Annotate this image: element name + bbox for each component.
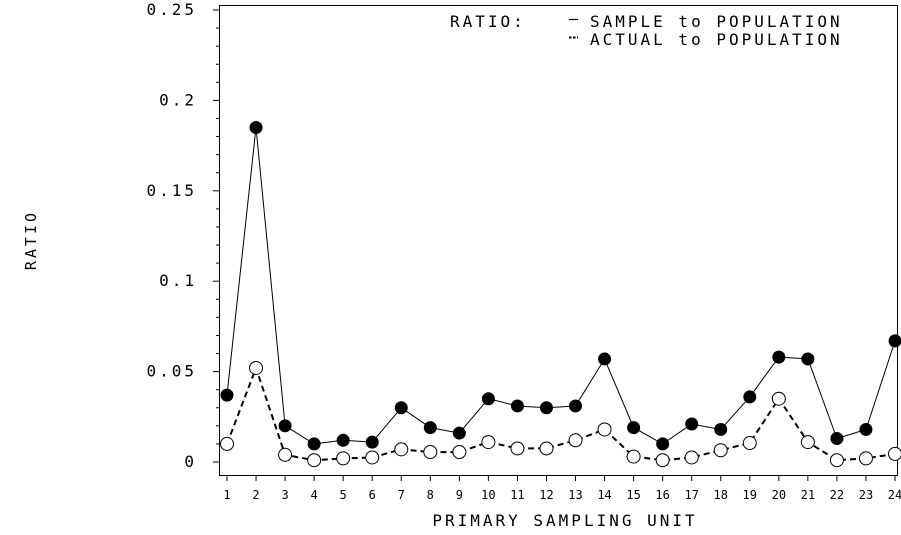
y-ticks: 0 0.05 0.1 0.15 0.2 0.25 [146, 0, 220, 471]
data-point-sample [394, 401, 408, 415]
x-ticks: 1 2 3 4 5 6 7 8 9 10 11 12 13 14 15 16 17 18 19 20 21 22 23 24 [223, 475, 901, 502]
data-point-actual [858, 451, 873, 466]
data-point-actual [394, 442, 409, 457]
x-tick-label: 6 [369, 488, 376, 502]
x-tick-label: 8 [427, 488, 434, 502]
data-point-sample [539, 401, 553, 415]
x-tick-label: 22 [830, 488, 844, 502]
x-tick-label: 12 [539, 488, 553, 502]
series-layer [220, 121, 901, 468]
data-point-sample [510, 399, 524, 413]
x-tick-label: 11 [510, 488, 524, 502]
data-point-actual [888, 446, 901, 461]
x-tick-label: 17 [684, 488, 698, 502]
legend-entry-sample: SAMPLE to POPULATION [590, 12, 843, 31]
data-point-sample [278, 419, 292, 433]
data-point-sample [423, 421, 437, 435]
x-tick-label: 1 [223, 488, 230, 502]
data-point-actual [800, 435, 815, 450]
data-point-sample [627, 421, 641, 435]
data-point-actual [829, 453, 844, 468]
data-point-actual [597, 422, 612, 437]
data-point-sample [336, 433, 350, 447]
data-point-actual [568, 433, 583, 448]
data-point-sample [249, 121, 263, 135]
data-point-sample [743, 390, 757, 404]
data-point-sample [481, 392, 495, 406]
x-tick-label: 13 [568, 488, 582, 502]
data-point-actual [771, 391, 786, 406]
legend-title: RATIO: [450, 12, 526, 31]
data-point-sample [801, 352, 815, 366]
data-point-actual [278, 447, 293, 462]
data-point-sample [598, 352, 612, 366]
x-tick-label: 19 [743, 488, 757, 502]
x-tick-label: 24 [888, 488, 901, 502]
x-tick-label: 10 [481, 488, 495, 502]
x-tick-label: 5 [340, 488, 347, 502]
series-line-actual [226, 365, 896, 462]
x-tick-label: 3 [281, 488, 288, 502]
data-point-sample [307, 437, 321, 451]
x-tick-label: 23 [859, 488, 873, 502]
data-point-sample [569, 399, 583, 413]
data-point-actual [365, 450, 380, 465]
y-tick-label: 0.25 [146, 0, 197, 19]
data-point-sample [888, 334, 901, 348]
x-tick-label: 14 [597, 488, 611, 502]
data-point-actual [249, 360, 264, 375]
data-point-sample [859, 422, 873, 436]
x-tick-label: 7 [398, 488, 405, 502]
y-tick-label: 0.05 [146, 362, 197, 381]
data-point-actual [655, 453, 670, 468]
series-line-sample [226, 127, 896, 445]
data-point-actual [510, 441, 525, 456]
data-point-sample [220, 388, 234, 402]
y-tick-label: 0.2 [159, 90, 197, 109]
data-point-actual [742, 436, 757, 451]
data-point-sample [656, 437, 670, 451]
data-point-sample [830, 431, 844, 445]
y-tick-label: 0.1 [159, 271, 197, 290]
data-point-actual [481, 435, 496, 450]
data-point-actual [452, 445, 467, 460]
y-tick-label: 0 [184, 452, 197, 471]
data-point-sample [452, 426, 466, 440]
x-tick-label: 15 [626, 488, 640, 502]
x-tick-label: 16 [655, 488, 669, 502]
data-point-sample [365, 435, 379, 449]
data-point-actual [626, 449, 641, 464]
legend-entry-actual: ACTUAL to POPULATION [590, 30, 843, 49]
x-tick-label: 20 [772, 488, 786, 502]
data-point-actual [336, 451, 351, 466]
data-point-sample [714, 422, 728, 436]
y-tick-label: 0.15 [146, 181, 197, 200]
data-point-actual [220, 436, 234, 451]
data-point-actual [539, 441, 554, 456]
data-point-actual [423, 445, 438, 460]
x-axis-label: PRIMARY SAMPLING UNIT [432, 511, 697, 530]
y-axis-label: RATIO [22, 210, 40, 270]
legend: RATIO: SAMPLE to POPULATION ACTUAL to PO… [450, 12, 843, 49]
x-tick-label: 4 [311, 488, 318, 502]
x-tick-label: 2 [252, 488, 259, 502]
data-point-actual [713, 443, 728, 458]
x-tick-label: 18 [714, 488, 728, 502]
data-point-actual [307, 453, 322, 468]
data-point-sample [685, 417, 699, 431]
x-tick-label: 9 [456, 488, 463, 502]
data-point-actual [684, 450, 699, 465]
data-point-sample [772, 350, 786, 364]
x-tick-label: 21 [801, 488, 815, 502]
